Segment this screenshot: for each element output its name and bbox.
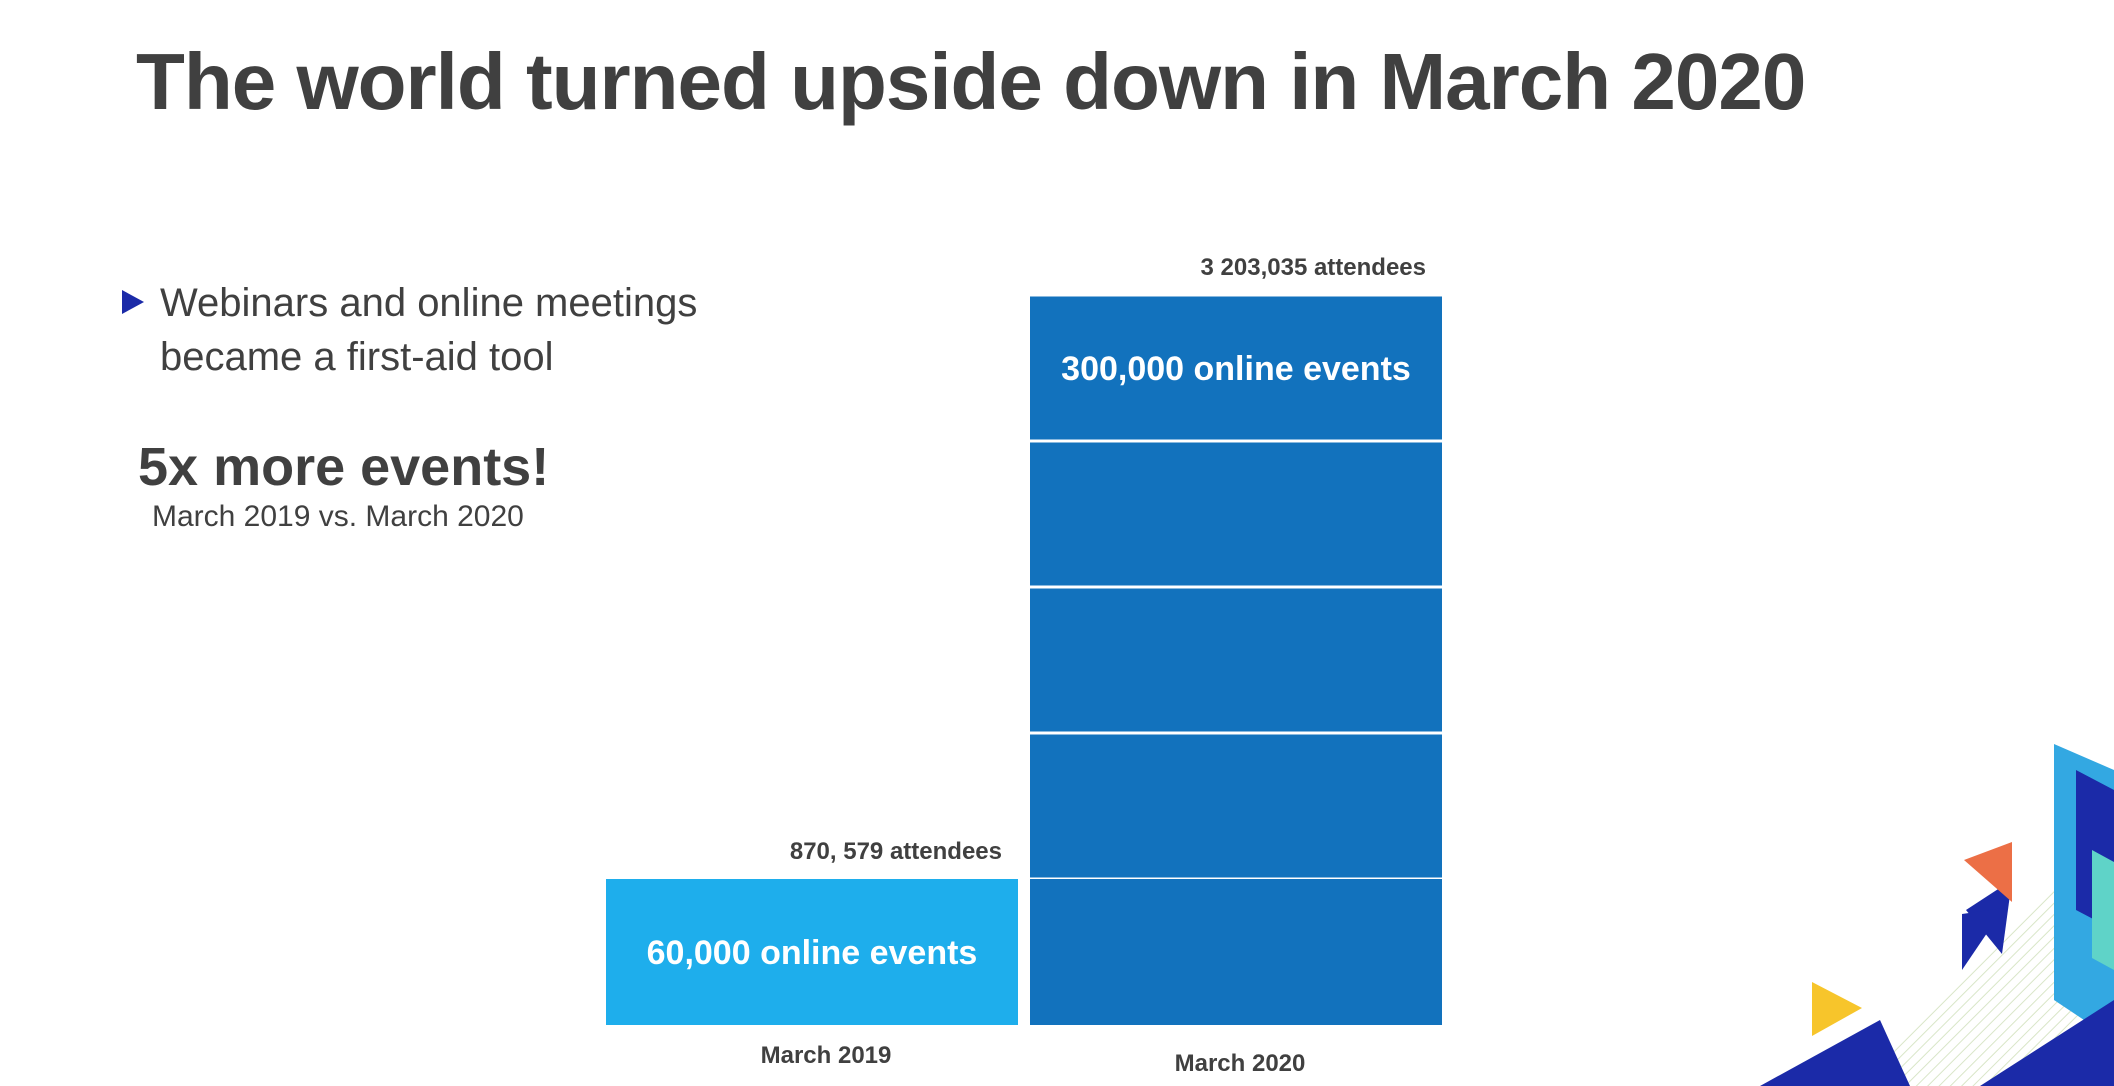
highlight-subtitle: March 2019 vs. March 2020 — [152, 500, 524, 533]
bar-segment-march-2020-1 — [1030, 879, 1442, 1025]
bar-label-march-2020: 300,000 online events — [1061, 350, 1411, 388]
triangle-bullet-icon — [122, 290, 144, 314]
navy-triangle-mid-shape — [1962, 908, 2004, 970]
striped-triangle-shape — [1850, 822, 2114, 1086]
slide-title: The world turned upside down in March 20… — [136, 37, 1806, 126]
orange-triangle-shape — [1964, 842, 2012, 902]
bar-segment-march-2020-4 — [1030, 442, 1442, 586]
bar-segment-march-2019-1 — [606, 879, 1018, 1025]
navy-bottom-shape — [1980, 1000, 2114, 1086]
bullet-text: Webinars and online meetings became a fi… — [160, 281, 698, 379]
teal-stripe-shape — [2092, 850, 2114, 970]
attendee-label-march-2020: 3 203,035 attendees — [1201, 254, 1426, 281]
category-label-march-2019: March 2019 — [761, 1042, 892, 1069]
bar-segment-march-2020-3 — [1030, 588, 1442, 732]
bar-segment-march-2020-5 — [1030, 296, 1442, 440]
decorative-corner-graphic — [1760, 744, 2114, 1086]
bar-label-march-2019: 60,000 online events — [647, 934, 978, 972]
yellow-triangle-shape — [1812, 982, 1862, 1036]
labels-layer: 60,000 online events 300,000 online even… — [647, 254, 1426, 1077]
bar-segment-march-2020-2 — [1030, 734, 1442, 878]
category-label-march-2020: March 2020 — [1175, 1050, 1306, 1077]
highlight-heading: 5x more events! — [138, 437, 550, 497]
navy-triangle-shape — [1760, 1020, 1910, 1086]
bars-layer — [606, 296, 1442, 1025]
attendee-label-march-2019: 870, 579 attendees — [790, 838, 1002, 865]
